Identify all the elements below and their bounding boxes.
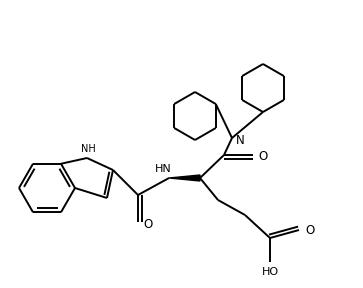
Text: O: O xyxy=(305,225,315,238)
Text: HN: HN xyxy=(155,164,171,174)
Text: NH: NH xyxy=(81,144,95,154)
Text: HO: HO xyxy=(261,267,278,277)
Text: O: O xyxy=(143,217,152,230)
Text: N: N xyxy=(236,134,244,147)
Text: O: O xyxy=(258,149,268,162)
Polygon shape xyxy=(169,175,200,181)
